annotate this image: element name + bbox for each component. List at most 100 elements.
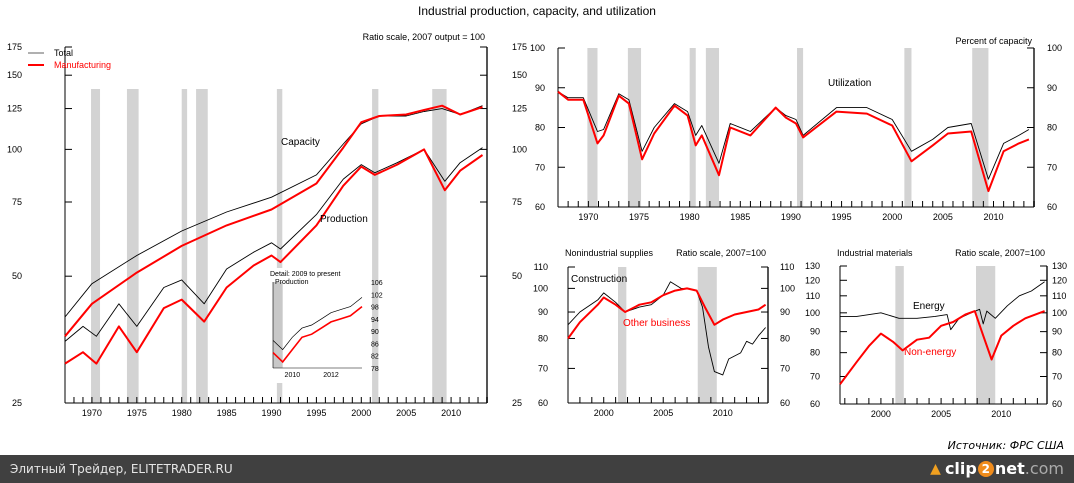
y-tick-label-right: 150 [512, 70, 527, 80]
y-tick-label-left: 150 [7, 70, 22, 80]
legend-label-total: Total [54, 48, 73, 58]
y-tick-label-right: 100 [1047, 43, 1062, 53]
panel-note: Ratio scale, 2007=100 [955, 248, 1045, 258]
series-line-manufacturing-capacity [64, 104, 483, 337]
y-tick-label-left: 100 [530, 43, 545, 53]
y-tick-label-left: 60 [538, 398, 548, 408]
main-title: Industrial production, capacity, and uti… [418, 4, 656, 18]
recession-band [91, 89, 101, 403]
y-tick-label-right: 90 [780, 307, 790, 317]
inset-recession-band [273, 282, 283, 368]
annotation-non-energy: Non-energy [904, 347, 956, 358]
panel-main: 25 25 50 50 75 75 100 100 125 125 150 150 175 175 1970… [7, 32, 527, 418]
x-tick-label: 1995 [306, 408, 326, 418]
y-tick-label-right: 25 [512, 398, 522, 408]
y-tick-label-left: 60 [810, 399, 820, 409]
x-tick-label: 2000 [882, 212, 902, 222]
panel-note: Ratio scale, 2007=100 [676, 248, 766, 258]
series-line-total-capacity [64, 105, 483, 318]
y-tick-label-left: 80 [535, 123, 545, 133]
x-tick-label: 1975 [629, 212, 649, 222]
y-tick-label-right: 130 [1052, 261, 1067, 271]
x-tick-label: 1970 [578, 212, 598, 222]
y-tick-label-left: 80 [538, 333, 548, 343]
clip2net-logo[interactable]: ▲ clip 2 net .com [930, 459, 1064, 478]
y-tick-label-left: 50 [12, 271, 22, 281]
y-tick-label-left: 80 [810, 348, 820, 358]
x-tick-label: 1990 [781, 212, 801, 222]
inset-y-tick-label: 98 [371, 305, 379, 312]
y-tick-label-right: 100 [780, 283, 795, 293]
y-tick-label-right: 100 [512, 144, 527, 154]
recession-band [904, 48, 912, 207]
x-tick-label: 1985 [730, 212, 750, 222]
series-line-other-business [567, 287, 767, 340]
panel-note: Percent of capacity [955, 36, 1032, 46]
series-line-non-energy [839, 310, 1045, 385]
annotation-production: Production [320, 214, 368, 225]
recession-band [126, 89, 139, 403]
y-tick-label-left: 175 [7, 42, 22, 52]
x-tick-label: 2010 [713, 408, 733, 418]
recession-band [432, 89, 447, 403]
x-tick-label: 1980 [680, 212, 700, 222]
panel-industrial: 60 60 70 70 80 80 90 90 100 100 110 110 120 120 130 130… [805, 248, 1067, 419]
y-tick-label-left: 60 [535, 202, 545, 212]
y-tick-label-right: 60 [1052, 399, 1062, 409]
panel-nonindustrial: 60 60 70 70 80 80 90 90 100 100 110 110 2000 2005 2010… [533, 248, 795, 418]
x-tick-label: 1985 [217, 408, 237, 418]
x-tick-label: 1970 [82, 408, 102, 418]
inset-x-tick-label: 2012 [323, 372, 339, 379]
x-tick-label: 2005 [931, 409, 951, 419]
inset-y-tick-label: 86 [371, 341, 379, 348]
panel-title: Industrial materials [837, 248, 913, 258]
annotation-energy: Energy [913, 301, 945, 312]
y-tick-label-left: 110 [534, 262, 548, 272]
x-tick-label: 2000 [594, 408, 614, 418]
x-tick-label: 2010 [991, 409, 1011, 419]
recession-band [372, 89, 379, 403]
y-tick-label-right: 125 [512, 104, 527, 114]
y-tick-label-left: 130 [805, 261, 820, 271]
source-note: Источник: ФРС США [947, 439, 1064, 452]
y-tick-label-right: 80 [1047, 123, 1057, 133]
series-line-manufacturing [557, 90, 1030, 193]
series-line-total [557, 91, 1030, 180]
y-tick-label-left: 90 [810, 327, 820, 337]
y-tick-label-right: 175 [512, 42, 527, 52]
y-tick-label-right: 90 [1052, 327, 1062, 337]
recession-band [697, 267, 717, 403]
y-tick-label-left: 100 [533, 283, 548, 293]
y-tick-label-left: 120 [805, 275, 820, 285]
x-tick-label: 2005 [396, 408, 416, 418]
logo-part-2: 2 [977, 460, 994, 477]
logo-part-com: .com [1024, 459, 1064, 478]
y-tick-label-left: 70 [810, 371, 820, 381]
inset-chart: 78 82 86 90 94 98 102 106 2010 2012 Detail: 2009 t… [262, 268, 383, 383]
x-tick-label: 2010 [983, 212, 1003, 222]
annotation-other-business: Other business [623, 318, 690, 329]
inset-x-tick-label: 2010 [285, 372, 301, 379]
legend-label-manufacturing: Manufacturing [54, 60, 111, 70]
recession-band [975, 266, 996, 404]
x-tick-label: 2010 [441, 408, 461, 418]
y-tick-label-left: 100 [7, 144, 22, 154]
inset-y-tick-label: 106 [371, 280, 383, 287]
y-tick-label-right: 110 [1052, 291, 1066, 301]
y-tick-label-left: 70 [535, 162, 545, 172]
y-tick-label-left: 90 [538, 307, 548, 317]
inset-series-manufacturing [272, 305, 363, 364]
footer-site-label: Элитный Трейдер, ELITETRADER.RU [10, 462, 233, 476]
inset-y-tick-label: 102 [371, 292, 383, 299]
annotation-utilization: Utilization [828, 78, 871, 89]
recession-band [618, 267, 627, 403]
inset-y-tick-label: 94 [371, 317, 379, 324]
y-tick-label-right: 50 [512, 271, 522, 281]
y-tick-label-right: 80 [780, 333, 790, 343]
recession-band [181, 89, 188, 403]
y-tick-label-left: 25 [12, 398, 22, 408]
x-tick-label: 1990 [261, 408, 281, 418]
inset-y-tick-label: 90 [371, 329, 379, 336]
y-tick-label-right: 60 [1047, 202, 1057, 212]
logo-part-clip: clip [944, 459, 977, 478]
